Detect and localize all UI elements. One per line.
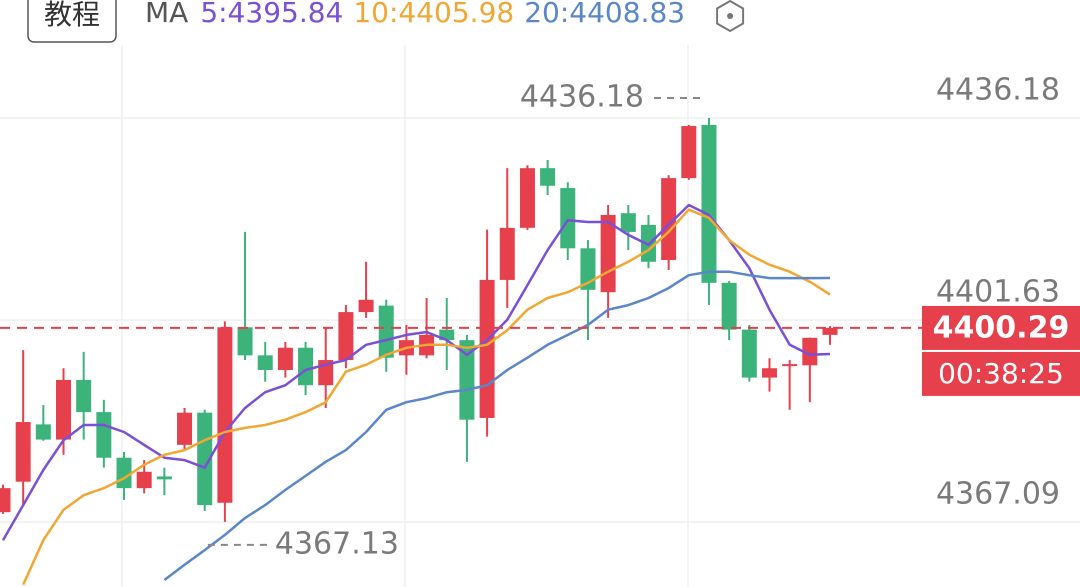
candle-body <box>701 124 717 283</box>
candle-body <box>378 305 394 358</box>
current-price-box <box>922 305 1080 350</box>
candle-body <box>721 282 737 330</box>
settings-icon[interactable] <box>716 0 745 33</box>
candle-body <box>35 424 51 440</box>
y-tick-label: 4436.18 <box>936 72 1060 107</box>
candle-body <box>459 340 475 420</box>
candle-body <box>96 412 112 458</box>
candle-body <box>15 422 31 482</box>
legend-title: MA <box>145 0 188 29</box>
candle-body <box>257 355 273 370</box>
candle-body <box>540 168 556 186</box>
candle-body <box>519 168 535 228</box>
candle-body <box>116 457 132 489</box>
candle-body <box>479 279 495 418</box>
current-price-label: 4400.29 <box>933 310 1070 345</box>
candle-body <box>338 312 354 361</box>
candle-body <box>56 379 72 440</box>
countdown-box <box>922 351 1080 396</box>
tutorial-button-label[interactable]: 教程 <box>44 0 100 31</box>
settings-hexagon[interactable] <box>716 0 745 33</box>
legend-entry: 20:4408.83 <box>524 0 685 29</box>
settings-dot[interactable] <box>727 13 734 19</box>
candle-body <box>277 347 293 370</box>
candle-body <box>661 178 677 261</box>
candle-body <box>177 412 193 445</box>
candle-body <box>439 329 455 341</box>
candle-body <box>822 327 838 335</box>
ma-line <box>22 208 831 586</box>
candle-body <box>741 329 757 378</box>
y-tick-label: 4401.63 <box>936 275 1060 310</box>
candle-body <box>560 188 576 249</box>
vertical-grid <box>121 45 689 587</box>
candle-body <box>217 327 233 503</box>
candle-body <box>298 347 314 386</box>
header: 教程 <box>27 0 745 43</box>
candle-body <box>761 368 777 378</box>
ma-line <box>163 270 831 581</box>
candle-body <box>499 227 515 280</box>
legend-entry: 10:4405.98 <box>353 0 514 29</box>
candle-body <box>681 126 697 179</box>
candle-body <box>76 379 92 413</box>
legend-entry: 5:4395.84 <box>200 0 343 29</box>
candle-body <box>0 488 11 513</box>
countdown-label: 00:38:25 <box>938 357 1064 390</box>
max-label: 4436.18 <box>520 79 644 114</box>
tutorial-button[interactable] <box>27 0 117 43</box>
candle-body <box>358 299 374 313</box>
min-label: 4367.13 <box>275 526 399 561</box>
candle-body <box>197 412 213 506</box>
candle-body <box>802 337 818 366</box>
candle-body <box>782 364 798 367</box>
candle-body <box>620 213 636 232</box>
candle-body <box>156 476 172 480</box>
ma-line <box>1 203 831 541</box>
y-tick-label: 4367.09 <box>936 477 1060 512</box>
candle-body <box>136 471 152 489</box>
candle-body <box>237 327 253 356</box>
